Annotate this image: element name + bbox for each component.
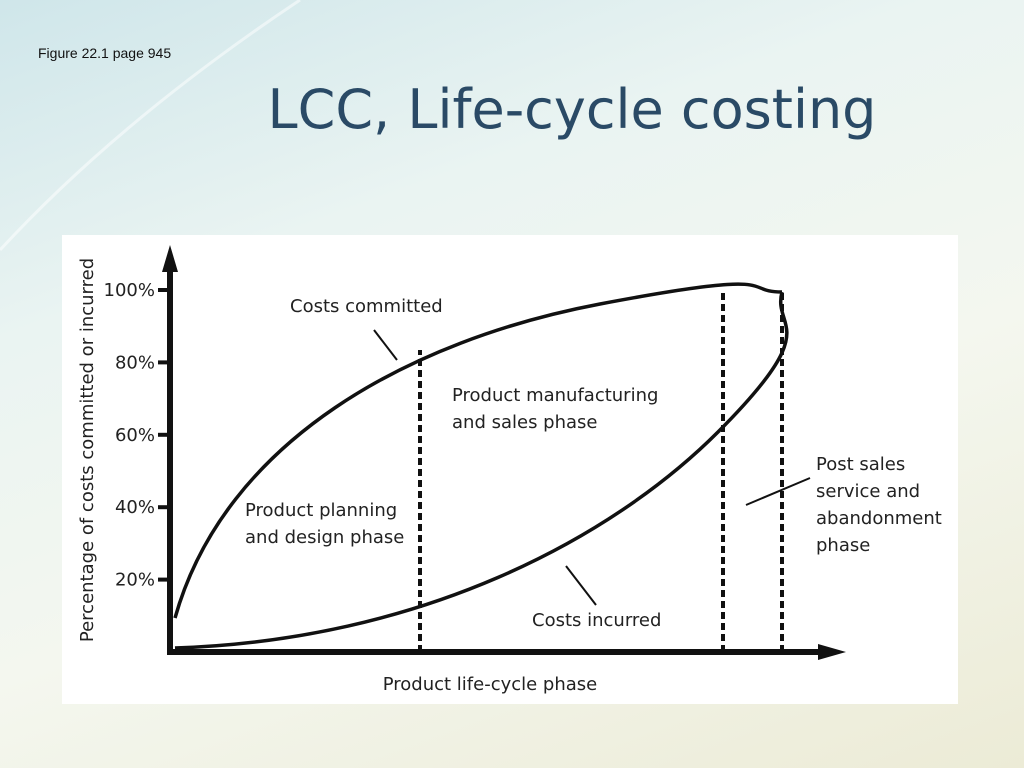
- y-tick-label: 20%: [115, 570, 155, 591]
- curve-label: Costs committed: [290, 296, 443, 317]
- x-axis-arrow: [818, 644, 846, 660]
- committed-curve: [173, 282, 783, 619]
- figure-background: [62, 235, 958, 704]
- y-tick-label: 40%: [115, 497, 155, 518]
- x-axis-label: Product life-cycle phase: [383, 674, 598, 695]
- y-tick-label: 80%: [115, 352, 155, 373]
- pointer: [745, 477, 811, 506]
- phase-label: phase: [816, 535, 870, 556]
- y-axis-label: Percentage of costs committed or incurre…: [77, 258, 98, 642]
- phase-label: abandonment: [816, 508, 942, 529]
- phase-label: service and: [816, 481, 920, 502]
- phase-label: and design phase: [245, 527, 404, 548]
- phase-label: Post sales: [816, 454, 905, 475]
- phase-label: Product planning: [245, 500, 397, 521]
- curve-label: Costs incurred: [532, 610, 661, 631]
- phase-label: and sales phase: [452, 412, 598, 433]
- y-tick-label: 100%: [104, 280, 155, 301]
- title: LCC, Life-cycle costing: [268, 78, 877, 141]
- y-axis-arrow: [162, 245, 178, 272]
- pointer: [373, 329, 398, 361]
- caption: Figure 22.1 page 945: [38, 45, 171, 61]
- phase-label: Product manufacturing: [452, 385, 658, 406]
- figure: Costs committed Costs incurred Product l…: [62, 235, 958, 704]
- decor-swoosh: [0, 0, 301, 252]
- incurred-curve: [174, 291, 789, 650]
- pointer: [565, 565, 597, 606]
- y-tick-label: 60%: [115, 425, 155, 446]
